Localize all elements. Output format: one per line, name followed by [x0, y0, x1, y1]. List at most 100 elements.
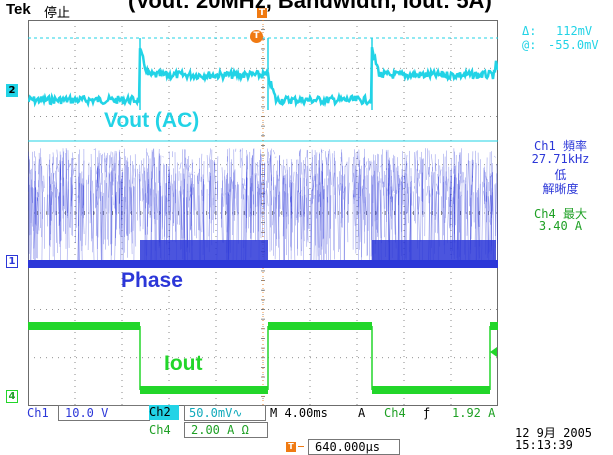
ch1-switching-edge: [97, 190, 98, 266]
ch1-label[interactable]: Ch1: [27, 406, 49, 420]
ch1-ground-marker[interactable]: 1: [6, 255, 18, 268]
cursor-at-value: -55.0mV: [548, 38, 599, 52]
ch1-switching-edge: [354, 157, 355, 197]
ch1-dense-burst: [140, 240, 268, 262]
ch1-switching-edge: [158, 191, 159, 248]
ch1-switching-edge: [248, 195, 249, 228]
ch1-switching-edge: [175, 152, 176, 242]
ch1-switching-edge: [358, 151, 359, 167]
ch2-scale-box[interactable]: 50.0mV∿: [184, 405, 266, 421]
trigger-source[interactable]: Ch4: [384, 406, 406, 420]
ch1-switching-edge: [158, 149, 159, 183]
ch1-switching-edge: [357, 170, 358, 218]
ch2-label[interactable]: Ch2: [149, 405, 179, 420]
ch4-level-segment: [490, 322, 498, 330]
ch1-switching-edge: [362, 189, 363, 258]
trigger-position-marker[interactable]: T: [257, 8, 267, 18]
ch1-switching-edge: [244, 179, 245, 186]
ch1-switching-edge: [231, 159, 232, 215]
ch1-switching-edge: [425, 148, 426, 236]
ch1-switching-edge: [361, 187, 362, 261]
ch1-switching-edge: [180, 163, 181, 170]
ch1-switching-edge: [117, 182, 118, 230]
ch1-switching-edge: [447, 197, 449, 243]
trigger-point-marker[interactable]: T: [250, 30, 263, 43]
ch1-switching-edge: [118, 160, 119, 212]
ch1-switching-edge: [230, 162, 231, 253]
ch4-max-value: 3.40 A: [508, 219, 613, 233]
ch2-ground-marker[interactable]: 2: [6, 84, 18, 97]
trigger-level-arrow-icon: [490, 347, 497, 357]
ch1-switching-edge: [294, 172, 295, 182]
ch1-switching-edge: [427, 186, 428, 196]
trigger-slope-icon: ƒ: [423, 406, 430, 420]
ch1-scale-box[interactable]: 10.0 V: [58, 405, 150, 421]
ch1-switching-edge: [69, 163, 70, 167]
ch1-switching-edge: [334, 188, 335, 260]
ch1-switching-edge: [109, 155, 110, 246]
ch1-switching-edge: [406, 161, 407, 188]
ch4-label[interactable]: Ch4: [149, 423, 171, 437]
banner-text: (Vout: 20MHz, Bandwidth, Iout: 5A): [128, 0, 492, 14]
ch1-switching-edge: [106, 155, 107, 172]
ch1-switching-edge: [102, 154, 103, 173]
ch1-switching-edge: [202, 196, 203, 232]
ch1-switching-edge: [147, 152, 148, 156]
ch1-switching-edge: [452, 176, 453, 228]
ch1-switching-edge: [261, 156, 262, 165]
ch1-switching-edge: [110, 152, 111, 168]
ch1-switching-edge: [162, 164, 163, 230]
phase-trace-label: Phase: [121, 269, 183, 293]
ch1-switching-edge: [113, 152, 114, 181]
ch1-switching-edge: [42, 192, 43, 265]
ch1-switching-edge: [415, 152, 416, 223]
ch1-switching-edge: [207, 155, 208, 182]
acquisition-status: 停止: [44, 2, 70, 21]
cursor-at-label: @:: [522, 38, 536, 52]
cursor-delta-label: Δ:: [522, 24, 536, 38]
ch1-switching-edge: [179, 186, 180, 225]
ch1-switching-edge: [188, 156, 189, 171]
trigger-level[interactable]: 1.92 A: [452, 406, 495, 420]
trigger-offset-icon: T: [286, 442, 296, 452]
ch1-switching-edge: [267, 161, 268, 188]
ch1-switching-edge: [285, 166, 286, 173]
ch1-switching-edge: [122, 172, 123, 250]
ch4-level-segment: [28, 322, 140, 330]
ch4-scale-box[interactable]: 2.00 A Ω: [184, 422, 268, 438]
ch1-switching-edge: [233, 182, 234, 190]
ch1-switching-edge: [429, 150, 430, 177]
ch1-switching-edge: [427, 148, 428, 180]
ch1-switching-edge: [366, 161, 368, 167]
ch1-switching-edge: [455, 155, 456, 225]
trigger-mode: A: [358, 406, 365, 420]
ch1-switching-edge: [164, 165, 165, 214]
ch4-level-segment: [372, 386, 490, 394]
time-readout: 15:13:39: [515, 438, 573, 452]
ch1-switching-edge: [333, 153, 334, 250]
ch1-switching-edge: [314, 195, 315, 264]
ch1-switching-edge: [287, 159, 288, 216]
ch1-switching-edge: [236, 185, 237, 213]
ch4-ref: [28, 322, 498, 323]
ch1-switching-edge: [225, 176, 226, 194]
ch1-switching-edge: [51, 184, 52, 190]
ch1-switching-edge: [447, 179, 448, 192]
ch1-switching-edge: [368, 158, 369, 231]
ch1-switching-edge: [397, 171, 398, 194]
ch1-dense-burst: [372, 240, 496, 262]
ch1-switching-edge: [267, 190, 268, 207]
ch1-switching-edge: [294, 183, 295, 262]
timebase-readout[interactable]: M 4.00ms: [270, 406, 328, 420]
ch1-switching-edge: [260, 193, 261, 238]
trigger-offset-box[interactable]: 640.000µs: [308, 439, 400, 455]
ch1-switching-edge: [314, 155, 315, 181]
ch1-switching-edge: [94, 149, 95, 150]
ch1-switching-edge: [365, 176, 366, 225]
cursor-delta-value: 112mV: [556, 24, 592, 38]
ch1-switching-edge: [299, 193, 300, 218]
ch1-switching-edge: [378, 154, 379, 172]
ch1-frequency-value: 27.71kHz: [508, 152, 613, 166]
ch4-level-segment: [268, 322, 372, 330]
ch4-ground-marker[interactable]: 4: [6, 390, 18, 403]
